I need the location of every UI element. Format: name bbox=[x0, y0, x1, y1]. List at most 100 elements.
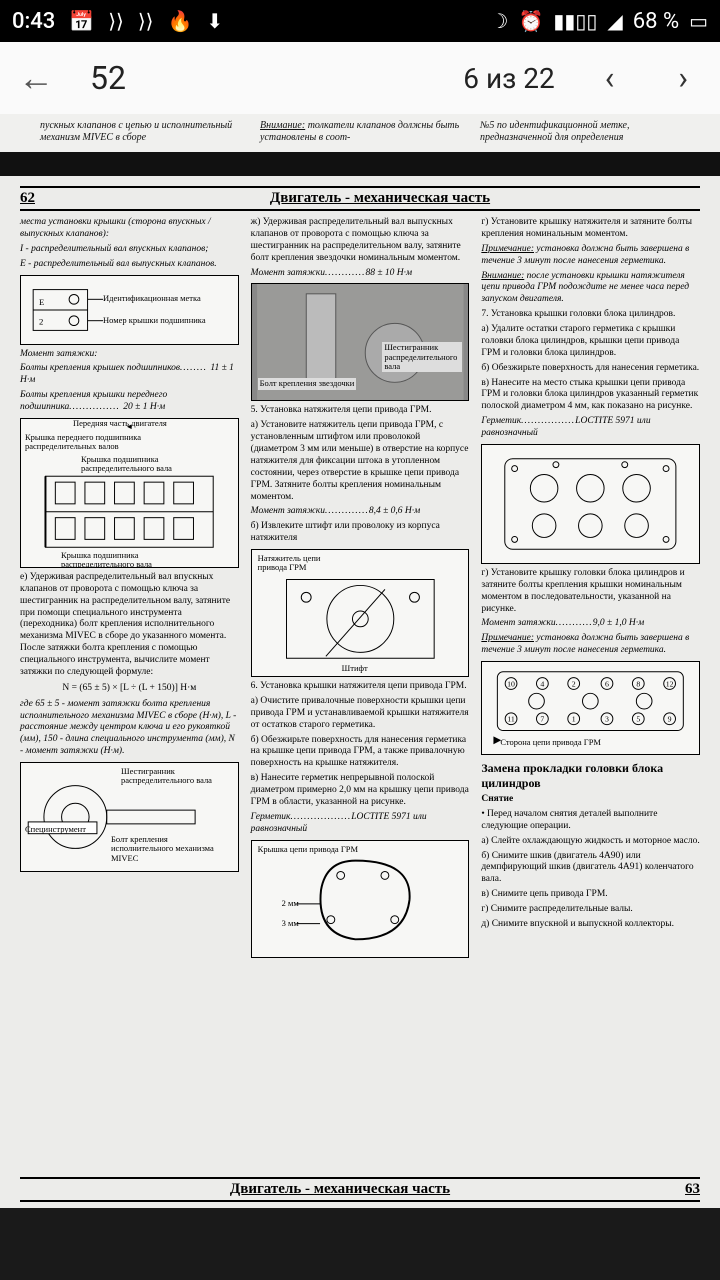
section-title: Замена прокладки головки блока цилиндров bbox=[481, 761, 700, 791]
text: г) Установите крышку головки блока цилин… bbox=[481, 568, 700, 616]
text: б) Обезжирьте поверхность для нанесения … bbox=[251, 735, 470, 771]
fire-icon: 🔥 bbox=[167, 9, 192, 33]
wifi-icon: ◢ bbox=[607, 9, 622, 33]
diagram-label: 3 мм bbox=[282, 919, 299, 928]
rss-icon: ⟩⟩ bbox=[108, 9, 124, 33]
page-footer: Двигатель - механическая часть 63 bbox=[20, 1177, 700, 1202]
text: а) Установите натяжитель цепи привода ГР… bbox=[251, 420, 470, 503]
subsection-title: Снятие bbox=[481, 794, 700, 806]
page-header: 62 Двигатель - механическая часть bbox=[20, 186, 700, 211]
text: г) Снимите распределительные валы. bbox=[481, 904, 700, 916]
diagram-label: Идентификационная метка bbox=[103, 294, 201, 303]
page-gap bbox=[0, 152, 720, 176]
torque-title: Момент затяжки: bbox=[20, 349, 239, 361]
text: в) Нанесите герметик непрерывной полоско… bbox=[251, 773, 470, 809]
text: E - распределительный вал выпускных клап… bbox=[20, 259, 239, 271]
diagram-label: 2 мм bbox=[282, 899, 299, 908]
column-2: ж) Удерживая распределительный вал выпус… bbox=[251, 217, 470, 962]
text: в) Нанесите на место стыка крышки цепи п… bbox=[481, 378, 700, 414]
diagram-label: Крышка переднего подшипника распределите… bbox=[25, 433, 145, 452]
text: е) Удерживая распределительный вал впуск… bbox=[20, 572, 239, 679]
formula: N = (65 ± 5) × [L ÷ (L + 150)] Н·м bbox=[20, 683, 239, 695]
svg-text:9: 9 bbox=[668, 715, 672, 724]
diagram-label: Натяжитель цепи привода ГРМ bbox=[258, 554, 348, 573]
diagram-label: Шестигранник распределительного вала bbox=[121, 767, 221, 786]
signal-icon: ▮▮▯▯ bbox=[553, 9, 597, 33]
moon-icon: ☽ bbox=[491, 9, 509, 33]
diagram-label: Крышка подшипника распределительного вал… bbox=[61, 551, 201, 568]
text: в) Снимите цепь привода ГРМ. bbox=[481, 889, 700, 901]
svg-text:2: 2 bbox=[572, 679, 576, 688]
text: б) Извлеките штифт или проволоку из корп… bbox=[251, 521, 470, 545]
manual-page: 62 Двигатель - механическая часть места … bbox=[0, 176, 720, 1208]
svg-text:12: 12 bbox=[666, 679, 674, 688]
page-title: Двигатель - механическая часть bbox=[60, 190, 700, 207]
svg-text:7: 7 bbox=[541, 715, 545, 724]
text: где 65 ± 5 - момент затяжки болта крепле… bbox=[20, 699, 239, 758]
strip-col2: Внимание: толкатели клапанов должны быть… bbox=[260, 120, 460, 144]
torque-line: Болты крепления крышки переднего подшипн… bbox=[20, 390, 239, 414]
diagram-id-mark: E 2 Идентификационная метка Номер крышки… bbox=[20, 275, 239, 345]
page-title-bottom: Двигатель - механическая часть bbox=[20, 1181, 660, 1198]
diagram-label: Крышка цепи привода ГРМ bbox=[258, 845, 358, 854]
torque-line: Момент затяжки.............8,4 ± 0,6 Н·м bbox=[251, 506, 470, 518]
note: Примечание: установка должна быть заверш… bbox=[481, 633, 700, 657]
text: д) Снимите впускной и выпускной коллекто… bbox=[481, 919, 700, 931]
column-3: г) Установите крышку натяжителя и затяни… bbox=[481, 217, 700, 962]
sealant-line: Герметик................LOCTITE 5971 или… bbox=[481, 416, 700, 440]
calendar-icon: 📅 bbox=[69, 9, 94, 33]
text: 5. Установка натяжителя цепи привода ГРМ… bbox=[251, 405, 470, 417]
text: б) Обезжирьте поверхность для нанесения … bbox=[481, 363, 700, 375]
svg-text:2: 2 bbox=[39, 316, 43, 326]
prev-page-sliver: пускных клапанов с цепью и исполнительны… bbox=[0, 114, 720, 152]
diagram-label: Передняя часть двигателя bbox=[73, 419, 167, 428]
note: Примечание: установка должна быть заверш… bbox=[481, 244, 700, 268]
document-viewport[interactable]: пускных клапанов с цепью и исполнительны… bbox=[0, 114, 720, 1280]
diagram-mivec-bolt: Шестигранник распределительного вала Спе… bbox=[20, 762, 239, 872]
warning: Внимание: после установки крышки натяжит… bbox=[481, 271, 700, 307]
svg-text:E: E bbox=[39, 297, 44, 307]
text: а) Удалите остатки старого герметика с к… bbox=[481, 324, 700, 360]
diagram-label: Крышка подшипника распределительного вал… bbox=[81, 455, 201, 474]
diagram-bearing-caps: ◄ Передняя часть двигателя Крышка передн… bbox=[20, 418, 239, 568]
text: ж) Удерживая распределительный вал выпус… bbox=[251, 217, 470, 265]
diagram-head-cover bbox=[481, 444, 700, 564]
prev-page-button[interactable]: ‹ bbox=[591, 59, 629, 97]
strip-col1: пускных клапанов с цепью и исполнительны… bbox=[40, 120, 240, 144]
svg-text:5: 5 bbox=[637, 715, 641, 724]
diagram-label: Сторона цепи привода ГРМ bbox=[500, 738, 601, 747]
torque-line: Болты крепления крышек подшипников......… bbox=[20, 363, 239, 387]
alarm-icon: ⏰ bbox=[518, 9, 543, 33]
diagram-label: Шестигранник распределительного вала bbox=[382, 342, 462, 372]
page-number-top: 62 bbox=[20, 190, 60, 207]
back-button[interactable]: ← bbox=[18, 57, 54, 99]
diagram-tensioner: Натяжитель цепи привода ГРМ Штифт bbox=[251, 549, 470, 677]
page-of-label: 6 из 22 bbox=[463, 62, 554, 95]
diagram-sprocket-bolt: Болт крепления звездочки Шестигранник ра… bbox=[251, 283, 470, 401]
diagram-label: Штифт bbox=[342, 664, 368, 673]
text: 7. Установка крышки головки блока цилинд… bbox=[481, 309, 700, 321]
diagram-tightening-seq: 10 4 2 6 8 12 11 7 1 3 5 9 bbox=[481, 661, 700, 755]
next-page-button[interactable]: › bbox=[664, 59, 702, 97]
page-number-title: 52 bbox=[90, 59, 126, 97]
svg-text:1: 1 bbox=[572, 715, 576, 724]
diagram-cover-sealant: Крышка цепи привода ГРМ 2 мм 3 мм bbox=[251, 840, 470, 958]
svg-text:8: 8 bbox=[637, 679, 641, 688]
text: а) Очистите привалочные поверхности крыш… bbox=[251, 696, 470, 732]
svg-text:6: 6 bbox=[605, 679, 609, 688]
diagram-label: Специнструмент bbox=[25, 825, 86, 834]
diagram-label: Болт крепления звездочки bbox=[258, 378, 357, 389]
text: 6. Установка крышки натяжителя цепи прив… bbox=[251, 681, 470, 693]
torque-line: Момент затяжки............88 ± 10 Н·м bbox=[251, 268, 470, 280]
text: а) Слейте охлаждающую жидкость и моторно… bbox=[481, 836, 700, 848]
text: г) Установите крышку натяжителя и затяни… bbox=[481, 217, 700, 241]
battery-pct: 68 % bbox=[633, 9, 679, 34]
status-time: 0:43 bbox=[12, 9, 55, 34]
svg-text:11: 11 bbox=[508, 715, 516, 724]
rss-icon: ⟩⟩ bbox=[138, 9, 154, 33]
text: I - распределительный вал впускных клапа… bbox=[20, 244, 239, 256]
svg-text:4: 4 bbox=[541, 679, 545, 688]
svg-text:3: 3 bbox=[605, 715, 609, 724]
svg-text:10: 10 bbox=[507, 679, 515, 688]
reader-app-bar: ← 52 6 из 22 ‹ › bbox=[0, 42, 720, 114]
